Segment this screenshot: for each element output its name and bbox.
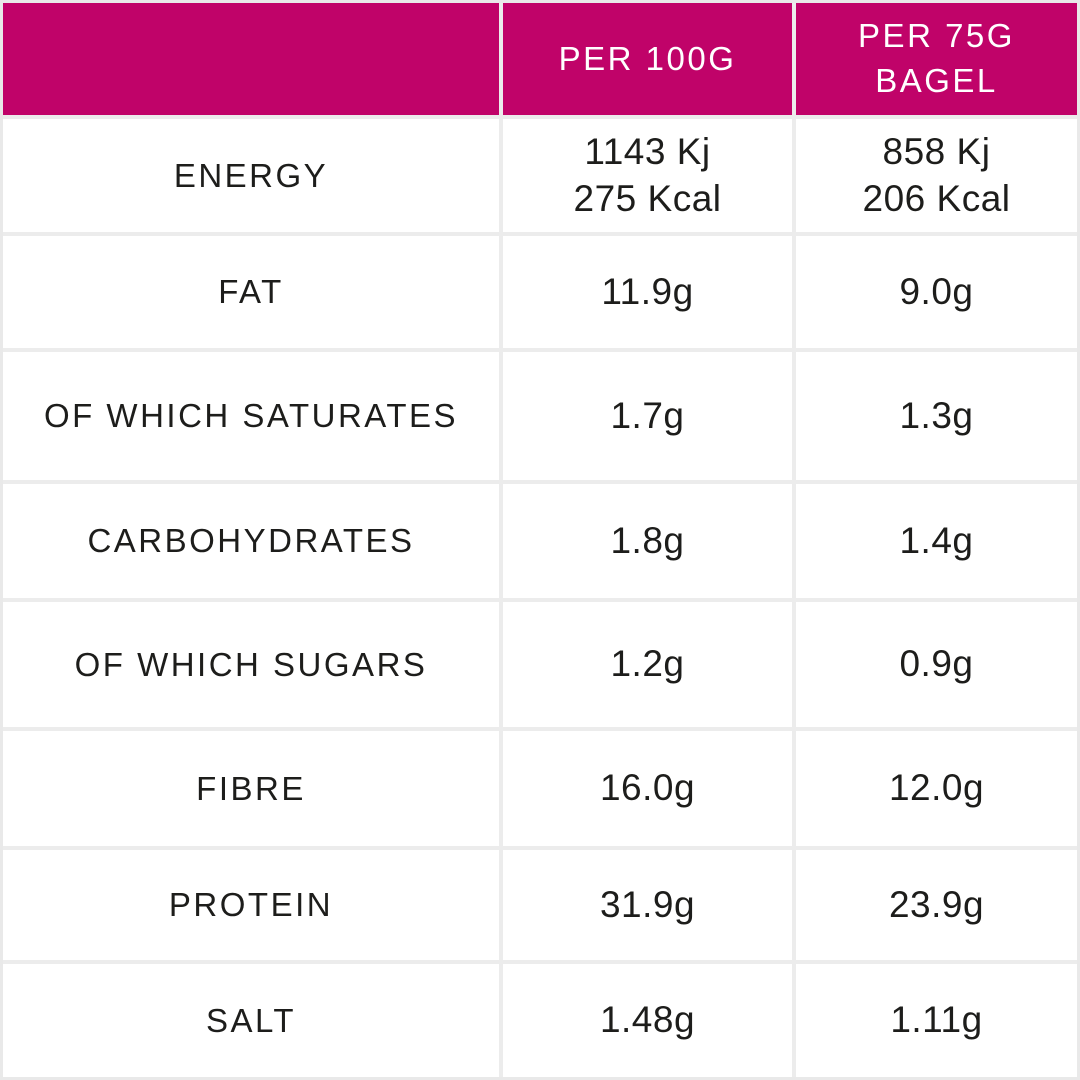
protein-per-75g-value: 23.9g	[796, 850, 1077, 960]
row-label-fat: FAT	[3, 236, 499, 348]
salt-per-75g-value: 1.11g	[796, 964, 1077, 1077]
row-label-fibre: FIBRE	[3, 731, 499, 846]
column-header-per-100g: PER 100G	[503, 3, 792, 115]
row-label-saturates: OF WHICH SATURATES	[3, 352, 499, 480]
energy-per-75g-value: 858 Kj 206 Kcal	[796, 119, 1077, 232]
row-label-energy: ENERGY	[3, 119, 499, 232]
fat-per-75g-value: 9.0g	[796, 236, 1077, 348]
nutrition-grid: PER 100G PER 75G BAGEL ENERGY 1143 Kj 27…	[3, 3, 1077, 1077]
fibre-per-75g-value: 12.0g	[796, 731, 1077, 846]
carbohydrates-per-75g-value: 1.4g	[796, 484, 1077, 598]
row-label-sugars: OF WHICH SUGARS	[3, 602, 499, 727]
header-empty-cell	[3, 3, 499, 115]
energy-per-100g-value: 1143 Kj 275 Kcal	[503, 119, 792, 232]
fat-per-100g-value: 11.9g	[503, 236, 792, 348]
row-label-carbohydrates: CARBOHYDRATES	[3, 484, 499, 598]
saturates-per-75g-value: 1.3g	[796, 352, 1077, 480]
row-label-salt: SALT	[3, 964, 499, 1077]
column-header-per-75g-bagel: PER 75G BAGEL	[796, 3, 1077, 115]
fibre-per-100g-value: 16.0g	[503, 731, 792, 846]
saturates-per-100g-value: 1.7g	[503, 352, 792, 480]
carbohydrates-per-100g-value: 1.8g	[503, 484, 792, 598]
salt-per-100g-value: 1.48g	[503, 964, 792, 1077]
sugars-per-75g-value: 0.9g	[796, 602, 1077, 727]
protein-per-100g-value: 31.9g	[503, 850, 792, 960]
row-label-protein: PROTEIN	[3, 850, 499, 960]
sugars-per-100g-value: 1.2g	[503, 602, 792, 727]
